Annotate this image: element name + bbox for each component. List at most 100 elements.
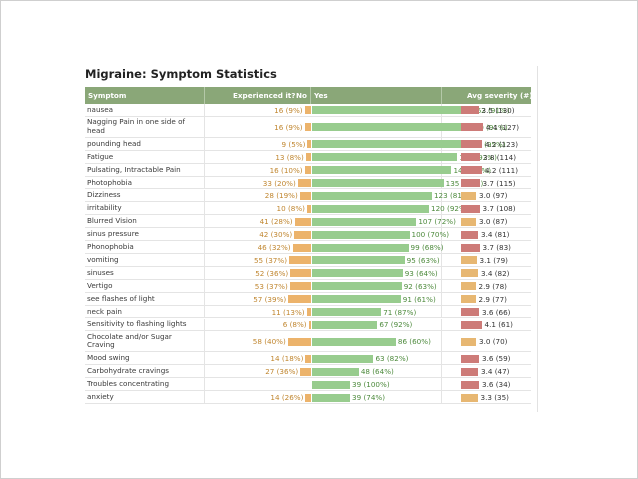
severity-bar xyxy=(461,308,479,317)
no-count-label: 42 (30%) xyxy=(259,230,293,240)
symptom-name: neck pain xyxy=(87,306,122,316)
severity-bar xyxy=(461,166,482,175)
cell-separator xyxy=(441,292,442,305)
symptom-name: see flashes of light xyxy=(87,293,155,303)
no-count-label: 14 (18%) xyxy=(270,354,304,364)
severity-bar xyxy=(461,269,478,278)
severity-label: 3.6 (66) xyxy=(482,307,511,317)
severity-label: 3.6 (59) xyxy=(482,354,511,364)
no-bar xyxy=(292,243,311,252)
yes-count-label: 48 (64%) xyxy=(360,367,394,377)
symptom-name: Blurred Vision xyxy=(87,216,137,226)
severity-label: 4.2 (111) xyxy=(485,165,519,175)
no-bar xyxy=(307,140,311,149)
no-count-label: 13 (8%) xyxy=(275,152,304,162)
symptom-name: Chocolate and/or Sugar Craving xyxy=(87,331,172,350)
cell-separator xyxy=(204,215,205,228)
symptom-name: Mood swing xyxy=(87,353,130,363)
table-row: Carbohydrate cravings 27 (36%) 48 (64%) 3.4… xyxy=(85,365,531,379)
cell-separator xyxy=(204,137,205,150)
yes-bar xyxy=(312,243,409,252)
yes-bar xyxy=(312,140,467,149)
no-count-label: 14 (26%) xyxy=(270,393,304,403)
severity-label: 3.4 (47) xyxy=(481,367,510,377)
no-bar xyxy=(305,153,311,162)
severity-bar xyxy=(461,256,477,265)
table-row: Chocolate and/or Sugar Craving 58 (40%) 86… xyxy=(85,331,531,353)
cell-separator xyxy=(204,228,205,241)
no-count-label: 28 (19%) xyxy=(264,191,298,201)
no-count-label: 57 (39%) xyxy=(253,294,287,304)
table-row: Troubles concentrating 39 (100%) 3.6 (34) xyxy=(85,378,531,392)
header-no: No xyxy=(296,91,307,100)
severity-label: 2.9 (78) xyxy=(478,281,507,291)
yes-count-label: 160 (91%) xyxy=(470,122,508,132)
table-row: Phonophobia 46 (32%) 99 (68%) 3.7 (83) xyxy=(85,241,531,254)
cell-separator xyxy=(204,241,205,253)
cell-separator xyxy=(204,116,205,137)
table-row: pounding head 9 (5%) 158 (95%) 4.2 (123) xyxy=(85,137,531,151)
severity-bar xyxy=(461,230,478,239)
yes-bar xyxy=(312,256,405,265)
symptom-name: Photophobia xyxy=(87,177,132,187)
yes-count-label: 39 (74%) xyxy=(352,393,386,403)
symptom-name: pounding head xyxy=(87,138,141,148)
no-bar xyxy=(299,191,311,200)
cell-separator xyxy=(204,176,205,189)
severity-label: 3.0 (87) xyxy=(479,217,508,227)
no-count-label: 55 (37%) xyxy=(253,255,287,265)
table-row: sinus pressure 42 (30%) 100 (70%) 3.4 (81) xyxy=(85,228,531,242)
no-count-label: 10 (8%) xyxy=(276,204,305,214)
severity-bar xyxy=(461,282,476,291)
cell-separator xyxy=(204,318,205,331)
content-divider xyxy=(537,66,538,412)
severity-bar xyxy=(461,204,480,213)
cell-separator xyxy=(204,150,205,163)
yes-count-label: 86 (60%) xyxy=(397,337,431,347)
yes-count-label: 123 (81%) xyxy=(433,191,472,201)
cell-separator xyxy=(441,352,442,365)
yes-count-label: 93 (64%) xyxy=(404,268,438,278)
table-row: irritability 10 (8%) 120 (92%) 3.7 (108) xyxy=(85,202,531,216)
yes-bar xyxy=(312,295,401,304)
no-count-label: 52 (36%) xyxy=(255,268,289,278)
symptom-name: sinus pressure xyxy=(87,229,139,239)
cell-separator xyxy=(441,318,442,331)
no-bar xyxy=(300,367,311,376)
yes-bar xyxy=(312,230,410,239)
severity-label: 3.5 (130) xyxy=(481,105,515,115)
table-row: neck pain 11 (13%) 71 (87%) 3.6 (66) xyxy=(85,305,531,319)
page-title: Migraine: Symptom Statistics xyxy=(85,67,277,81)
severity-label: 2.9 (77) xyxy=(478,294,507,304)
symptom-name: Dizziness xyxy=(87,190,121,200)
no-bar xyxy=(304,106,311,115)
cell-separator xyxy=(441,215,442,228)
symptom-name: anxiety xyxy=(87,392,114,402)
header-severity: Avg severity (#) xyxy=(467,91,533,100)
cell-separator xyxy=(441,391,442,403)
yes-count-label: 158 (95%) xyxy=(468,139,506,149)
no-bar xyxy=(304,123,311,132)
no-bar xyxy=(294,230,311,239)
cell-separator xyxy=(204,279,205,292)
yes-bar xyxy=(312,179,444,188)
yes-count-label: 95 (63%) xyxy=(406,255,440,265)
cell-separator xyxy=(441,241,442,253)
severity-bar xyxy=(461,367,478,376)
severity-bar xyxy=(461,191,476,200)
severity-bar xyxy=(461,217,476,226)
header-separator xyxy=(204,87,205,104)
severity-label: 4.1 (61) xyxy=(484,320,513,330)
symptom-name: Vertigo xyxy=(87,280,113,290)
table-row: see flashes of light 57 (39%) 91 (61%) 2.9 … xyxy=(85,292,531,306)
severity-bar xyxy=(461,295,476,304)
severity-label: 3.7 (115) xyxy=(482,178,516,188)
no-count-label: 41 (28%) xyxy=(259,217,293,227)
header-symptom: Symptom xyxy=(88,91,127,100)
yes-count-label: 71 (87%) xyxy=(383,307,417,317)
symptom-name: Sensitivity to flashing lights xyxy=(87,319,187,329)
no-bar xyxy=(289,282,311,291)
severity-bar xyxy=(461,123,483,132)
cell-separator xyxy=(441,254,442,266)
